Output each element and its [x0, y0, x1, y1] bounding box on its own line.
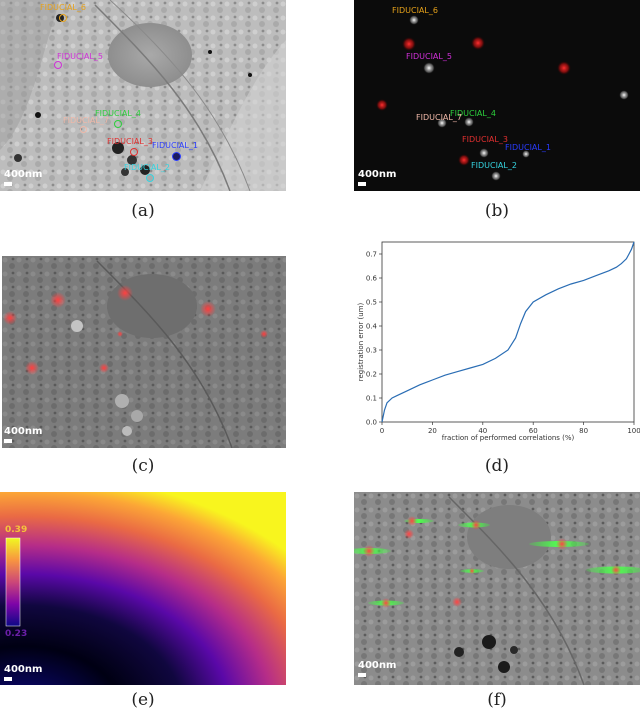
em-image-a — [0, 0, 286, 191]
fiducial-1-label-b: FIDUCIAL_1 — [505, 143, 551, 152]
y-tick-label: 0.7 — [366, 251, 377, 259]
y-tick-label: 0.2 — [366, 371, 377, 379]
scale-bar-f: 400nm — [358, 660, 396, 677]
panel-e-error-heatmap: 0.39 0.23 400nm — [0, 492, 286, 685]
colorbar-max-label: 0.39 — [5, 525, 28, 535]
y-axis-label: registration error (um) — [357, 302, 365, 381]
series-line — [381, 241, 635, 423]
y-tick-label: 0.4 — [366, 323, 378, 331]
scale-bar-line-c — [4, 439, 12, 443]
scale-bar-line-b — [358, 182, 366, 186]
panel-c-overlay-image: 400nm — [2, 256, 286, 448]
fiducial-7-marker-a — [80, 126, 87, 133]
fiducial-7-label-b: FIDUCIAL_7 — [416, 113, 462, 122]
x-tick-label: 0 — [380, 427, 384, 435]
fiducial-3-label-b: FIDUCIAL_3 — [462, 135, 508, 144]
fiducial-6-label-a: FIDUCIAL_6 — [40, 3, 86, 12]
fiducial-5-label-a: FIDUCIAL_5 — [57, 52, 103, 61]
scale-bar-line-a — [4, 182, 12, 186]
y-tick-label: 0.6 — [366, 275, 378, 283]
overlay-image-c — [2, 256, 286, 448]
x-tick-label: 100 — [627, 427, 640, 435]
fluorescence-image-b — [354, 0, 640, 191]
caption-a: (a) — [131, 201, 155, 221]
scale-bar-b: 400nm — [358, 169, 396, 186]
scale-bar-a: 400nm — [4, 169, 42, 186]
panel-f-error-overlay-image: 400nm — [354, 492, 640, 685]
y-tick-label: 0.3 — [366, 347, 377, 355]
scale-bar-label-c: 400nm — [4, 426, 43, 437]
scale-bar-e: 400nm — [4, 664, 42, 681]
x-tick-label: 20 — [428, 427, 437, 435]
fiducial-1-marker-a — [172, 152, 181, 161]
fiducial-3-label-a: FIDUCIAL_3 — [107, 137, 153, 146]
x-tick-label: 60 — [529, 427, 538, 435]
scale-bar-label-e: 400nm — [4, 664, 43, 675]
y-tick-label: 0.1 — [366, 395, 377, 403]
scale-bar-line-f — [358, 673, 366, 677]
fiducial-6-marker-a — [59, 14, 67, 22]
scale-bar-c: 400nm — [4, 426, 42, 443]
fiducial-2-label-b: FIDUCIAL_2 — [471, 161, 517, 170]
fiducial-6-label-b: FIDUCIAL_6 — [392, 6, 438, 15]
x-tick-label: 40 — [478, 427, 487, 435]
plot-frame — [381, 241, 635, 423]
caption-c: (c) — [131, 456, 155, 476]
error-overlay-image-f — [354, 492, 640, 685]
scale-bar-label-a: 400nm — [4, 169, 43, 180]
caption-d: (d) — [484, 456, 510, 476]
fiducial-1-label-a: FIDUCIAL_1 — [152, 141, 198, 150]
caption-e: (e) — [131, 690, 155, 710]
panel-b-fluorescence-image: FIDUCIAL_6 FIDUCIAL_5 FIDUCIAL_4 FIDUCIA… — [354, 0, 640, 191]
fiducial-2-label-a: FIDUCIAL_2 — [124, 163, 170, 172]
fiducial-3-marker-a — [130, 148, 138, 156]
fiducial-4-label-b: FIDUCIAL_4 — [450, 109, 496, 118]
y-tick-label: 0.0 — [366, 419, 377, 427]
scale-bar-label-b: 400nm — [358, 169, 397, 180]
registration-error-chart: 0 20 40 60 80 100 0.0 0.1 0.2 0.3 0.4 0.5 0.6 0.7 fra… — [357, 241, 640, 442]
fiducial-4-marker-a — [114, 120, 122, 128]
fiducial-7-label-a: FIDUCIAL_7 — [63, 116, 109, 125]
chart-axes: 0 20 40 60 80 100 0.0 0.1 0.2 0.3 0.4 0.5 0.6 0.7 — [366, 241, 640, 435]
scale-bar-line-e — [4, 677, 12, 681]
caption-b: (b) — [484, 201, 510, 221]
error-heatmap-e — [0, 492, 286, 685]
colorbar-min-label: 0.23 — [5, 629, 28, 639]
fiducial-5-marker-a — [54, 61, 62, 69]
panel-a-em-image: FIDUCIAL_6 FIDUCIAL_5 FIDUCIAL_4 FIDUCIA… — [0, 0, 286, 191]
fiducial-4-label-a: FIDUCIAL_4 — [95, 109, 141, 118]
x-axis-label: fraction of performed correlations (%) — [442, 434, 575, 442]
x-tick-label: 80 — [579, 427, 588, 435]
chart-series — [381, 241, 635, 423]
panel-d-chart: 0 20 40 60 80 100 0.0 0.1 0.2 0.3 0.4 0.5 0.6 0.7 fra… — [354, 232, 640, 452]
caption-f: (f) — [487, 690, 507, 710]
scale-bar-label-f: 400nm — [358, 660, 397, 671]
y-tick-label: 0.5 — [366, 299, 377, 307]
fiducial-2-marker-a — [146, 174, 154, 182]
fiducial-5-label-b: FIDUCIAL_5 — [406, 52, 452, 61]
colorbar — [5, 537, 21, 627]
